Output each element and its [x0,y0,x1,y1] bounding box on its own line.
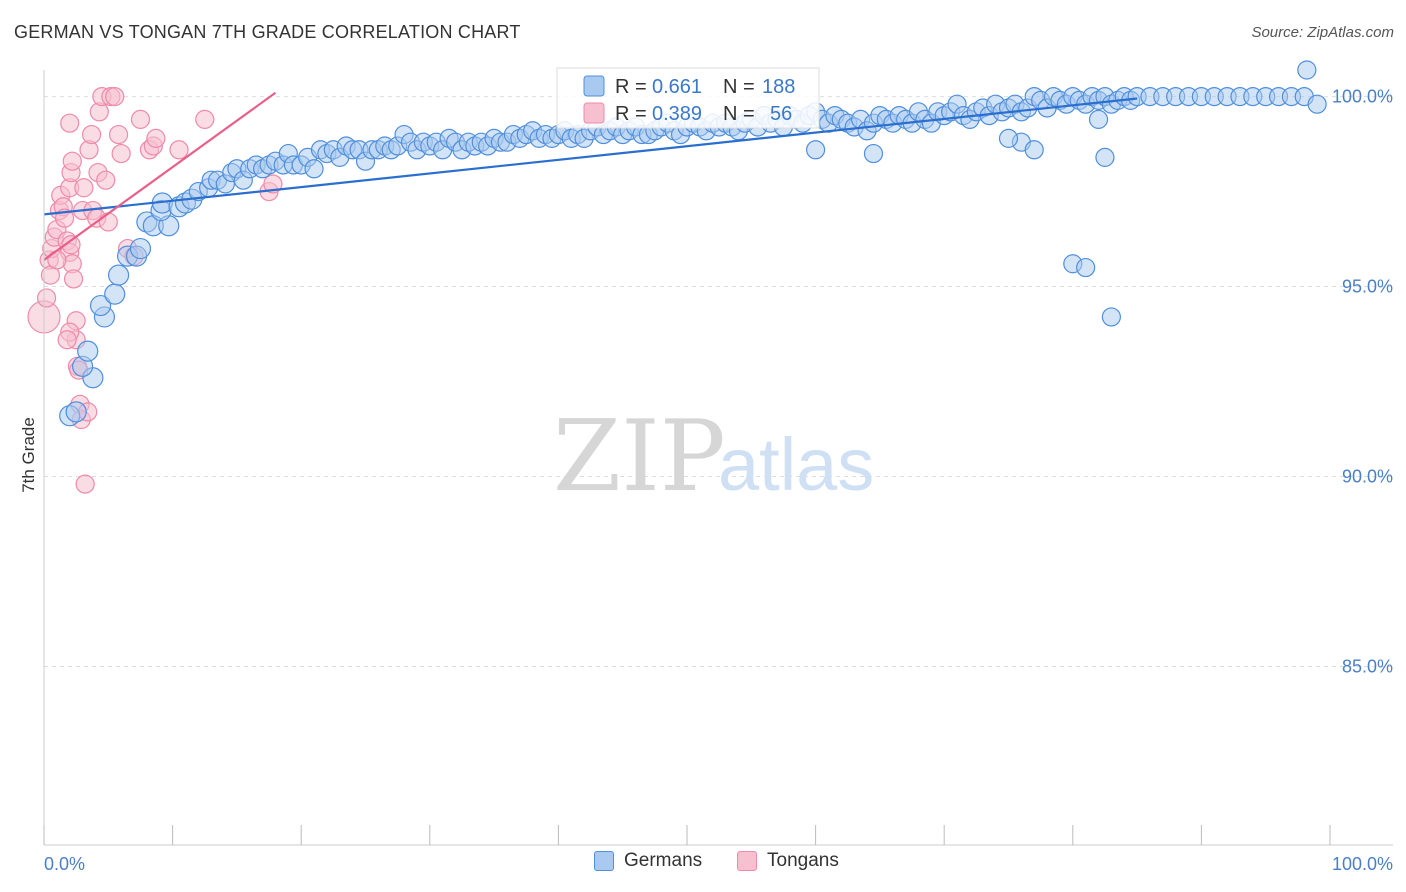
legend-item-germans[interactable]: Germans [594,850,702,872]
tongan-point [96,170,116,190]
watermark-zip: ZIP [553,400,726,514]
tongan-point [74,178,94,198]
chart-title: GERMAN VS TONGAN 7TH GRADE CORRELATION C… [14,22,521,42]
tongan-points [27,86,283,494]
tongan-point [62,151,82,171]
y-tick-label: 90.0% [1342,466,1393,486]
german-point [1088,109,1109,129]
source-label: Source: ZipAtlas.com [1251,24,1394,41]
tongan-point [169,140,189,160]
trend-layer [43,91,1138,261]
tongan-point [105,86,125,107]
german-point [65,401,87,423]
german-point [805,140,826,160]
legend-n-value-germans: 188 [762,76,795,98]
legend-item-tongans[interactable]: Tongans [737,850,839,872]
tongan-point [146,128,166,148]
legend-r-label-germans: R = [615,76,647,98]
german-point [304,159,324,179]
tongan-point [111,143,131,164]
legend-swatch-tongans [583,102,605,124]
tongan-point [98,212,118,232]
german-point [1101,307,1121,327]
german-point [1024,140,1044,160]
tongan-point [81,124,102,145]
tongans-label: Tongans [767,850,839,871]
legend-n-value-tongans: 56 [770,103,792,125]
legend-box: R = 0.661 N = 188 R = 0.389 N = 56 [556,67,820,129]
y-axis-label: 7th Grade [19,417,38,493]
y-tick-label: 95.0% [1342,277,1393,297]
legend-r-value-germans: 0.661 [652,76,702,98]
tongan-point [61,235,81,255]
legend-r-label-tongans: R = [615,103,647,125]
tongan-point [47,250,67,270]
x-tick-label-min: 0.0% [44,854,85,874]
german-point [89,294,112,317]
tongan-point [263,174,283,194]
germans-swatch [594,851,614,871]
germans-label: Germans [624,850,703,871]
tongan-point [130,109,151,129]
axes-layer [43,70,1393,846]
tongan-trend-line [43,91,277,261]
german-trend-line [43,97,1138,216]
tongan-point [57,330,77,350]
german-point [998,128,1019,148]
watermark: ZIP atlas [553,400,874,514]
tongan-point [195,109,215,129]
y-tick-label: 85.0% [1342,656,1393,676]
german-point [1307,94,1327,114]
y-tick-labels: 100.0% 95.0% 90.0% 85.0% [1332,87,1393,677]
legend-n-label-tongans: N = [723,103,755,125]
tongan-point [63,269,84,289]
tongan-point [75,474,95,494]
tongan-point [60,113,80,133]
bottom-legend: Germans Tongans [0,850,1406,880]
german-point [104,283,126,305]
legend-swatch-germans [583,75,605,97]
german-point [77,340,99,362]
german-point [129,237,152,260]
tongan-point [36,288,57,308]
legend-n-label-germans: N = [723,76,755,98]
watermark-atlas: atlas [718,423,874,506]
x-tick-label-max: 100.0% [1332,854,1393,874]
tongan-point [108,124,129,145]
tongans-swatch [737,851,757,871]
german-point [1095,147,1115,167]
german-point [1076,257,1096,278]
y-tick-label: 100.0% [1332,87,1393,107]
german-point [1297,60,1317,80]
german-point [107,264,130,286]
legend-r-value-tongans: 0.389 [652,103,702,125]
german-point [863,143,884,164]
x-tick-labels: 0.0% 100.0% [44,854,1393,874]
